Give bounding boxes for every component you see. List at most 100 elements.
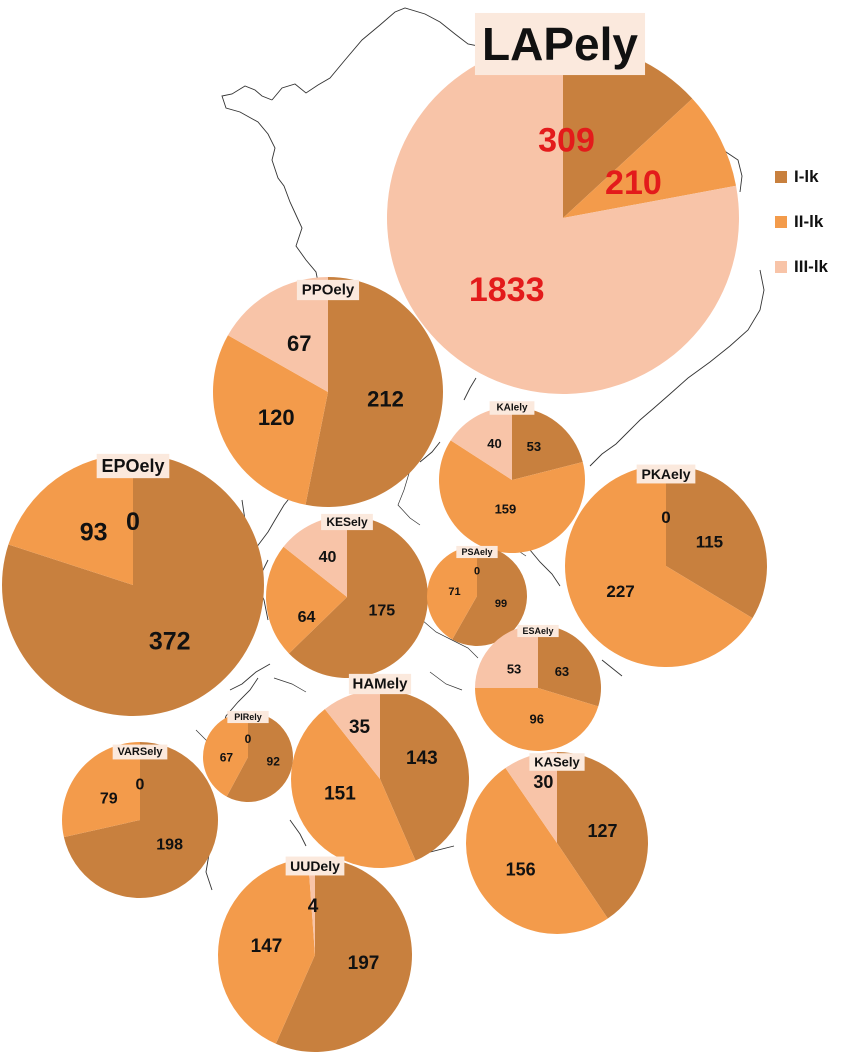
pie-title-psaely: PSAely bbox=[461, 547, 492, 557]
data-label-kasely-ii-lk: 156 bbox=[506, 859, 536, 879]
pie-title-hamely: HAMely bbox=[352, 676, 408, 693]
pie-ppoely: 212 120 67 PPOely bbox=[212, 277, 443, 507]
map-border-west bbox=[221, 85, 319, 283]
pie-slice-kaiely-iii-lk bbox=[450, 407, 512, 480]
pie-slice-hamely-iii-lk bbox=[324, 690, 380, 779]
data-label-pkaely-iii-lk: 0 bbox=[661, 508, 670, 527]
pie-slice-hamely-i-lk bbox=[380, 690, 469, 861]
legend-label-i-lk: I-lk bbox=[794, 167, 819, 186]
pie-slice-kasely-ii-lk bbox=[466, 768, 608, 934]
data-label-pkaely-i-lk: 115 bbox=[696, 532, 723, 551]
legend-label-ii-lk: II-lk bbox=[794, 212, 824, 231]
pie-slice-psaely-i-lk bbox=[452, 546, 528, 646]
pie-slice-kasely-i-lk bbox=[557, 752, 648, 919]
pie-slice-ppoely-i-lk bbox=[305, 277, 443, 507]
data-label-kasely-iii-lk: 30 bbox=[533, 772, 553, 792]
pie-esaely: 63 96 53 ESAely bbox=[475, 624, 601, 751]
pie-slice-esaely-i-lk bbox=[538, 625, 601, 707]
pie-title-box-pirely bbox=[227, 710, 269, 724]
pie-slice-uudely-iii-lk bbox=[308, 858, 315, 955]
data-label-kesely-i-lk: 175 bbox=[368, 602, 395, 619]
pie-slice-kesely-i-lk bbox=[288, 516, 429, 678]
pie-slice-esaely-iii-lk bbox=[475, 625, 538, 688]
pie-slice-varsely-i-lk bbox=[63, 742, 219, 898]
pie-slice-pkaely-ii-lk bbox=[564, 465, 753, 668]
pie-slice-esaely-ii-lk bbox=[475, 688, 599, 751]
data-label-pkaely-ii-lk: 227 bbox=[606, 582, 634, 601]
pie-kesely: 175 64 40 KESely bbox=[266, 513, 429, 678]
pie-lapely: 309 210 1833 LAPely bbox=[386, 12, 739, 395]
pie-title-pkaely: PKAely bbox=[641, 466, 690, 482]
data-label-kesely-iii-lk: 40 bbox=[319, 549, 337, 566]
data-label-psaely-i-lk: 99 bbox=[495, 598, 507, 610]
pie-slice-hamely-ii-lk bbox=[290, 709, 416, 869]
pie-slice-lapely-i-lk bbox=[563, 42, 693, 218]
legend-item-i-lk: I-lk bbox=[775, 166, 828, 188]
pie-title-box-hamely bbox=[348, 673, 412, 695]
legend-swatch-ii-lk bbox=[775, 216, 787, 228]
pie-title-box-epoely bbox=[96, 453, 170, 479]
pie-title-lapely: LAPely bbox=[482, 18, 638, 70]
pie-uudely: 197 147 4 UUDely bbox=[217, 856, 412, 1053]
pie-slice-lapely-ii-lk bbox=[563, 98, 737, 218]
data-label-kaiely-i-lk: 53 bbox=[527, 439, 541, 454]
pie-title-box-pkaely bbox=[636, 464, 696, 484]
pies-layer: 3092101833LAPely21212067PPOely5315940KAI… bbox=[2, 12, 767, 1053]
data-label-epoely-i-lk: 372 bbox=[149, 627, 191, 655]
data-label-lapely-ii-lk: 210 bbox=[605, 164, 662, 202]
pie-epoely: 372 93 0 EPOely bbox=[2, 453, 264, 716]
pie-title-uudely: UUDely bbox=[290, 858, 340, 874]
pie-title-kesely: KESely bbox=[326, 515, 368, 529]
data-label-lapely-iii-lk: 1833 bbox=[469, 271, 545, 309]
legend-item-iii-lk: III-lk bbox=[775, 256, 828, 278]
pie-pirely: 92 67 0 PIRely bbox=[203, 710, 293, 802]
pie-slice-kasely-iii-lk bbox=[505, 752, 557, 843]
pie-slice-kaiely-ii-lk bbox=[438, 440, 585, 553]
pie-title-box-kesely bbox=[321, 513, 373, 531]
pie-slice-psaely-ii-lk bbox=[427, 546, 477, 640]
data-label-esaely-i-lk: 63 bbox=[555, 664, 569, 679]
pie-slice-kesely-ii-lk bbox=[266, 546, 347, 654]
data-label-kesely-ii-lk: 64 bbox=[298, 609, 316, 626]
pie-slice-lapely-iii-lk bbox=[386, 42, 739, 395]
legend-label-iii-lk: III-lk bbox=[794, 257, 829, 276]
pie-title-ppoely: PPOely bbox=[302, 282, 355, 299]
pie-title-esaely: ESAely bbox=[522, 626, 553, 636]
data-label-hamely-i-lk: 143 bbox=[406, 748, 438, 769]
data-label-psaely-iii-lk: 0 bbox=[474, 566, 480, 578]
data-label-hamely-iii-lk: 35 bbox=[349, 717, 371, 738]
pie-title-box-varsely bbox=[112, 744, 168, 760]
data-label-pirely-i-lk: 92 bbox=[267, 755, 281, 769]
data-label-psaely-ii-lk: 71 bbox=[448, 586, 460, 598]
data-label-lapely-i-lk: 309 bbox=[538, 122, 595, 160]
data-label-kaiely-iii-lk: 40 bbox=[487, 436, 501, 451]
pie-varsely: 198 79 0 VARSely bbox=[61, 742, 219, 898]
pie-title-box-uudely bbox=[285, 856, 345, 876]
pie-title-pirely: PIRely bbox=[234, 712, 262, 722]
legend-item-ii-lk: II-lk bbox=[775, 211, 828, 233]
data-label-epoely-iii-lk: 0 bbox=[126, 508, 140, 536]
pie-kasely: 127 156 30 KASely bbox=[466, 752, 648, 934]
pie-title-box-ppoely bbox=[296, 279, 360, 301]
data-label-varsely-ii-lk: 79 bbox=[100, 790, 118, 807]
pie-title-kasely: KASely bbox=[534, 755, 580, 770]
pie-title-epoely: EPOely bbox=[101, 456, 164, 476]
pie-slice-kesely-iii-lk bbox=[283, 516, 347, 597]
pie-slice-pkaely-i-lk bbox=[666, 465, 767, 619]
pie-kaiely: 53 159 40 KAIely bbox=[438, 401, 585, 553]
pie-slice-ppoely-iii-lk bbox=[227, 277, 328, 392]
pie-slice-pirely-ii-lk bbox=[203, 712, 248, 797]
pie-title-box-kaiely bbox=[489, 401, 535, 415]
legend-swatch-iii-lk bbox=[775, 261, 787, 273]
pie-slice-kaiely-i-lk bbox=[512, 407, 583, 480]
data-label-pirely-iii-lk: 0 bbox=[245, 732, 252, 746]
pie-pkaely: 115 227 0 PKAely bbox=[564, 464, 767, 668]
data-label-varsely-iii-lk: 0 bbox=[136, 776, 145, 793]
data-label-ppoely-ii-lk: 120 bbox=[258, 405, 295, 430]
data-label-uudely-iii-lk: 4 bbox=[308, 896, 319, 917]
pie-slice-uudely-i-lk bbox=[275, 858, 412, 1053]
pie-title-kaiely: KAIely bbox=[496, 403, 528, 414]
pie-title-box-kasely bbox=[529, 753, 585, 771]
data-label-kaiely-ii-lk: 159 bbox=[495, 502, 517, 517]
